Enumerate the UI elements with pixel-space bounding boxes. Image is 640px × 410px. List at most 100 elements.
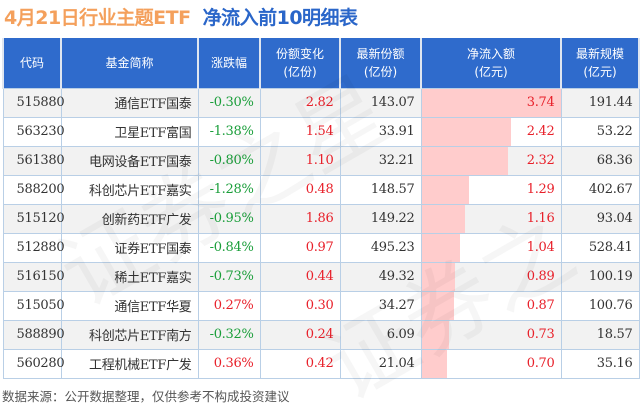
latest-scale: 93.04 [560,203,640,234]
net-inflow-cell: 1.04 [420,232,562,263]
latest-shares: 49.32 [339,261,422,292]
net-inflow-bar [421,349,448,378]
net-inflow-cell: 0.73 [420,319,562,350]
latest-scale: 402.67 [560,174,640,205]
net-inflow-cell: 3.74 [420,87,562,118]
net-inflow-cell: 0.70 [420,348,562,379]
price-change: -0.32% [197,319,261,350]
table-row: 515120 创新药ETF广发 -0.95% 1.86 149.22 1.16 93.04 [2,203,640,234]
fund-code: 588200 [2,174,65,205]
fund-name: 稀土ETF嘉实 [60,261,199,292]
table-row: 563230 卫星ETF富国 -1.38% 1.54 33.91 2.42 53.22 [2,116,640,147]
net-inflow-value: 2.42 [526,123,555,139]
latest-shares: 495.23 [339,232,422,263]
net-inflow-bar [421,175,470,204]
table-row: 512880 证券ETF国泰 -0.84% 0.97 495.23 1.04 528.41 [2,232,640,263]
header-share-change: 份额变化 (亿份) [259,38,341,88]
price-change: -0.80% [197,145,261,176]
latest-scale: 100.76 [560,290,640,321]
net-inflow-value: 1.29 [526,181,555,197]
etf-inflow-table: 代码 基金简称 涨跌幅 份额变化 (亿份) 最新份额 (亿份) 净流入额 (亿元) 最… [2,38,640,379]
share-change: 0.24 [259,319,341,350]
fund-name: 卫星ETF富国 [60,116,199,147]
net-inflow-bar [421,204,465,233]
table-row: 561380 电网设备ETF国泰 -0.80% 1.10 32.21 2.32 68.36 [2,145,640,176]
net-inflow-bar [421,291,454,320]
net-inflow-value: 0.87 [526,297,555,313]
header-code: 代码 [2,38,62,88]
net-inflow-bar [421,262,455,291]
latest-shares: 32.21 [339,145,422,176]
net-inflow-value: 0.73 [526,326,555,342]
latest-shares: 34.27 [339,290,422,321]
latest-scale: 68.36 [560,145,640,176]
fund-code: 588890 [2,319,65,350]
header-latest-shares: 最新份额 (亿份) [339,38,422,88]
table-header-row: 代码 基金简称 涨跌幅 份额变化 (亿份) 最新份额 (亿份) 净流入额 (亿元) 最… [2,38,640,88]
header-fund-name: 基金简称 [60,38,199,88]
fund-code: 515050 [2,290,65,321]
net-inflow-cell: 0.89 [420,261,562,292]
share-change: 0.42 [259,348,341,379]
share-change: 2.82 [259,87,341,118]
net-inflow-bar [421,233,461,262]
fund-name: 科创芯片ETF南方 [60,319,199,350]
page-title: 4月21日行业主题ETF 净流入前10明细表 [4,2,358,34]
table-row: 560280 工程机械ETF广发 0.36% 0.42 21.04 0.70 35.16 [2,348,640,379]
fund-name: 通信ETF华夏 [60,290,199,321]
table-row: 516150 稀土ETF嘉实 -0.73% 0.44 49.32 0.89 100.19 [2,261,640,292]
latest-scale: 18.57 [560,319,640,350]
price-change: 0.36% [197,348,261,379]
price-change: -0.95% [197,203,261,234]
table-row: 515880 通信ETF国泰 -0.30% 2.82 143.07 3.74 191.44 [2,87,640,118]
net-inflow-cell: 2.32 [420,145,562,176]
latest-scale: 53.22 [560,116,640,147]
net-inflow-cell: 2.42 [420,116,562,147]
header-latest-scale: 最新规模 (亿元) [560,38,640,88]
net-inflow-cell: 0.87 [420,290,562,321]
fund-code: 561380 [2,145,65,176]
latest-shares: 21.04 [339,348,422,379]
share-change: 1.10 [259,145,341,176]
net-inflow-bar [421,117,512,146]
net-inflow-value: 1.04 [526,239,555,255]
net-inflow-bar [421,88,561,117]
price-change: -1.38% [197,116,261,147]
price-change: 0.27% [197,290,261,321]
fund-name: 科创芯片ETF嘉实 [60,174,199,205]
title-date-part: 4月21日行业主题ETF [4,7,191,29]
header-net-inflow: 净流入额 (亿元) [420,38,562,88]
fund-code: 512880 [2,232,65,263]
fund-code: 515120 [2,203,65,234]
fund-code: 516150 [2,261,65,292]
net-inflow-cell: 1.16 [420,203,562,234]
net-inflow-value: 2.32 [526,152,555,168]
fund-name: 工程机械ETF广发 [60,348,199,379]
fund-code: 515880 [2,87,65,118]
fund-code: 560280 [2,348,65,379]
fund-name: 证券ETF国泰 [60,232,199,263]
latest-shares: 6.09 [339,319,422,350]
latest-shares: 33.91 [339,116,422,147]
net-inflow-value: 1.16 [526,210,555,226]
table-row: 588200 科创芯片ETF嘉实 -1.28% 0.48 148.57 1.29 402.6… [2,174,640,205]
price-change: -0.30% [197,87,261,118]
price-change: -0.73% [197,261,261,292]
table-row: 515050 通信ETF华夏 0.27% 0.30 34.27 0.87 100.76 [2,290,640,321]
net-inflow-value: 0.70 [526,355,555,371]
latest-scale: 35.16 [560,348,640,379]
fund-code: 563230 [2,116,65,147]
data-source-note: 数据来源：公开数据整理，仅供参考不构成投资建议 [2,389,290,404]
latest-scale: 528.41 [560,232,640,263]
table-row: 588890 科创芯片ETF南方 -0.32% 0.24 6.09 0.73 18.57 [2,319,640,350]
latest-shares: 149.22 [339,203,422,234]
fund-name: 电网设备ETF国泰 [60,145,199,176]
latest-shares: 148.57 [339,174,422,205]
net-inflow-bar [421,320,449,349]
latest-scale: 191.44 [560,87,640,118]
fund-name: 创新药ETF广发 [60,203,199,234]
header-change: 涨跌幅 [197,38,261,88]
latest-shares: 143.07 [339,87,422,118]
price-change: -1.28% [197,174,261,205]
share-change: 0.48 [259,174,341,205]
